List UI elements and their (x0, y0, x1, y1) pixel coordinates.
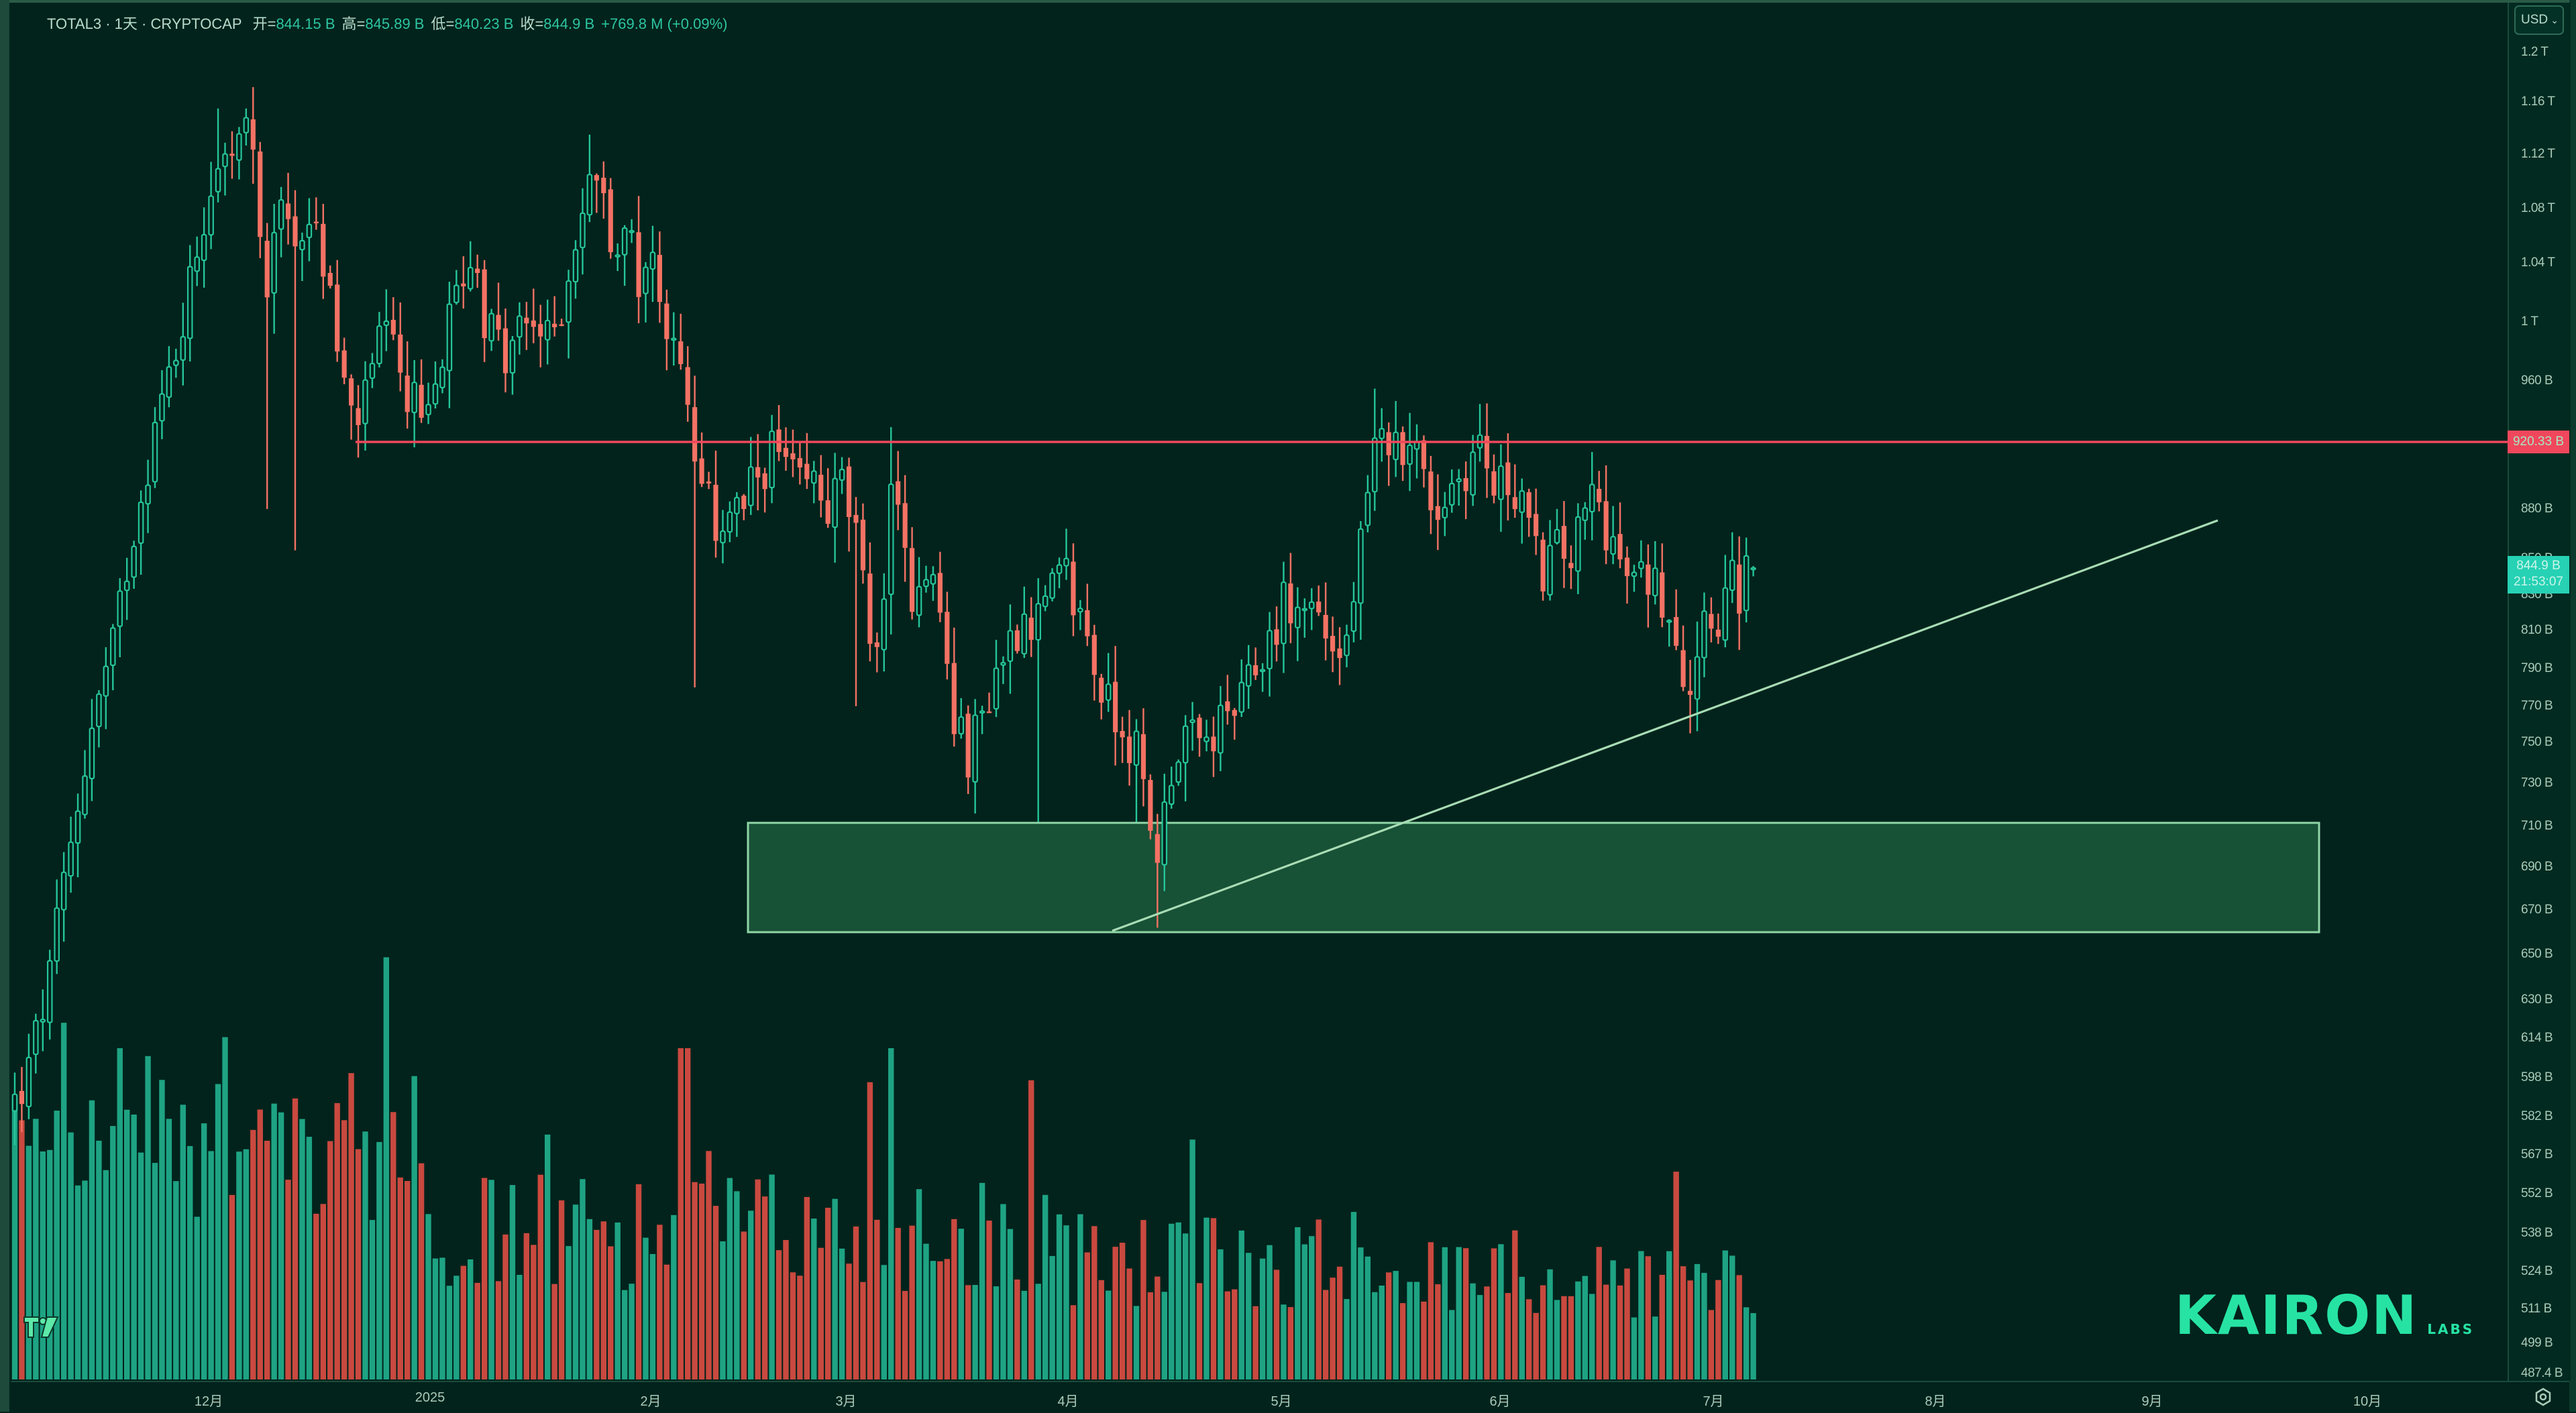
time-tick-label: 8月 (1925, 1394, 1946, 1409)
price-tick-label: 710 B (2521, 819, 2553, 833)
high-key: 高 (341, 15, 357, 32)
window-frame-left (0, 0, 9, 1412)
volume-bars (11, 957, 1756, 1379)
time-tick-label: 9月 (2141, 1394, 2163, 1409)
price-tick-label: 1.2 T (2521, 45, 2548, 59)
change-value: +769.8 M (+0.09%) (601, 15, 728, 32)
bar-countdown: 21:53:07 (2514, 575, 2563, 589)
settings-gear-icon[interactable] (2533, 1387, 2553, 1407)
price-tick-label: 1.08 T (2521, 201, 2555, 215)
price-tick-label: 1.16 T (2521, 95, 2555, 109)
price-tick-label: 790 B (2521, 661, 2553, 675)
time-tick-label: 4月 (1057, 1394, 1079, 1409)
price-tick-label: 690 B (2521, 860, 2553, 874)
price-tick-label: 614 B (2521, 1031, 2553, 1045)
price-tick-label: 538 B (2521, 1226, 2553, 1240)
eq: = (356, 15, 366, 32)
ascending-trendline[interactable] (1112, 519, 2218, 932)
time-tick-label: 7月 (1703, 1394, 1724, 1409)
time-tick-label: 2月 (640, 1394, 661, 1409)
candlestick-chart (11, 87, 2508, 1379)
low-key: 低 (431, 15, 446, 32)
tradingview-logo-icon[interactable] (23, 1314, 60, 1341)
price-tick-label: 598 B (2521, 1070, 2553, 1084)
last-price-badge: 844.9 B 21:53:07 (2508, 556, 2569, 594)
price-tick-label: 487.4 B (2521, 1366, 2563, 1380)
window-frame-right (2569, 0, 2576, 1412)
price-tick-label: 1.12 T (2521, 147, 2555, 161)
price-axis[interactable]: 1.2 T 1.16 T 1.12 T 1.08 T 1.04 T 1 T 960 B 880… (2508, 3, 2571, 1381)
currency-selector[interactable]: USD ⌄ (2514, 5, 2564, 35)
symbol-legend: TOTAL3 · 1天 · CRYPTOCAP 开 = 844.15 B 高 = 845… (47, 12, 734, 34)
window-frame-top (0, 0, 2576, 3)
time-tick-label: 12月 (194, 1394, 223, 1409)
brand-sub: LABS (2427, 1321, 2475, 1337)
close-value: 844.9 B (543, 15, 595, 32)
open-value: 844.15 B (276, 15, 335, 32)
close-key: 收 (520, 15, 535, 32)
price-tick-label: 650 B (2521, 947, 2553, 961)
chevron-down-icon: ⌄ (2551, 14, 2559, 25)
price-tick-label: 1.04 T (2521, 256, 2555, 270)
low-value: 840.23 B (454, 15, 514, 32)
eq: = (445, 15, 455, 32)
price-tick-label: 582 B (2521, 1109, 2553, 1123)
price-tick-label: 670 B (2521, 903, 2553, 917)
price-tick-label: 1 T (2521, 315, 2538, 329)
time-tick-label: 10月 (2353, 1394, 2382, 1409)
price-tick-label: 524 B (2521, 1264, 2553, 1278)
price-tick-label: 960 B (2521, 374, 2553, 388)
last-price-label: 844.9 B (2516, 559, 2561, 573)
resistance-price-label: 920.33 B (2512, 435, 2565, 449)
price-tick-label: 567 B (2521, 1147, 2553, 1162)
brand-name: KAIRON (2175, 1284, 2418, 1347)
time-axis[interactable]: 12月 2025 2月 3月 4月 5月 6月 7月 8月 9月 10月 (11, 1381, 2569, 1413)
price-tick-label: 552 B (2521, 1186, 2553, 1200)
currency-label: USD (2521, 13, 2548, 27)
candles (11, 87, 1756, 1145)
time-tick-label: 3月 (835, 1394, 857, 1409)
symbol-title[interactable]: TOTAL3 · 1天 · CRYPTOCAP (47, 15, 242, 32)
price-tick-label: 499 B (2521, 1336, 2553, 1350)
time-tick-label: 6月 (1489, 1394, 1511, 1409)
support-zone-box[interactable] (747, 822, 2320, 934)
price-tick-label: 511 B (2521, 1302, 2552, 1316)
eq: = (535, 15, 544, 32)
resistance-price-badge: 920.33 B (2508, 431, 2569, 453)
price-tick-label: 770 B (2521, 699, 2553, 713)
chart-plot-area[interactable] (11, 3, 2508, 1381)
price-tick-label: 730 B (2521, 776, 2553, 790)
eq: = (267, 15, 276, 32)
time-tick-label: 2025 (415, 1390, 445, 1405)
kairon-labs-watermark: KAIRON LABS (2175, 1289, 2474, 1343)
price-tick-label: 810 B (2521, 623, 2553, 637)
time-tick-label: 5月 (1271, 1394, 1292, 1409)
price-tick-label: 630 B (2521, 993, 2553, 1007)
price-tick-label: 750 B (2521, 735, 2553, 749)
open-key: 开 (252, 15, 268, 32)
high-value: 845.89 B (365, 15, 425, 32)
price-tick-label: 880 B (2521, 502, 2553, 516)
